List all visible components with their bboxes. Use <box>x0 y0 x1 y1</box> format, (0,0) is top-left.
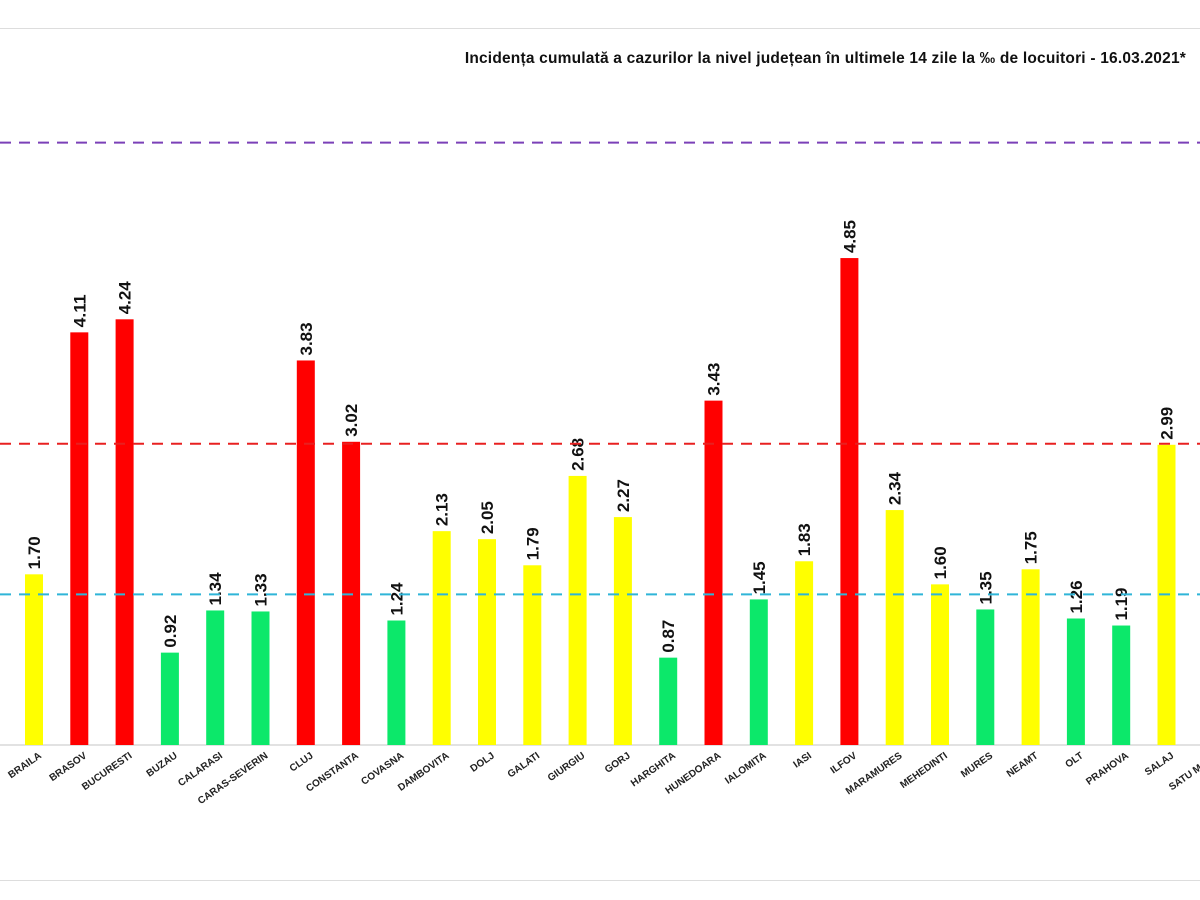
value-label: 3.43 <box>705 363 724 396</box>
bar-hunedoara <box>704 400 723 745</box>
bar-giurgiu <box>568 475 587 745</box>
value-label: 1.60 <box>931 546 950 579</box>
frame-bottom-line <box>0 880 1200 881</box>
value-label: 1.34 <box>206 572 225 606</box>
bar-buzau <box>160 652 179 745</box>
value-label: 1.19 <box>1112 588 1131 621</box>
bar-dambovita <box>432 531 451 745</box>
value-label: 1.70 <box>25 536 44 569</box>
category-label: BRAILA <box>6 750 43 781</box>
category-label: NEAMT <box>1005 750 1040 779</box>
category-label: OLT <box>1064 750 1086 770</box>
value-label: 4.24 <box>116 281 135 315</box>
bar-cluj <box>296 360 315 745</box>
bar-bucuresti <box>115 319 134 745</box>
bar-dolj <box>478 539 496 745</box>
chart-title: Incidența cumulată a cazurilor la nivel … <box>464 50 1186 67</box>
bar-mures <box>976 609 995 745</box>
bar-caras-severin <box>251 611 270 745</box>
bar-olt <box>1066 618 1085 745</box>
bar-iasi <box>795 561 814 745</box>
value-label: 2.27 <box>614 479 633 512</box>
value-label: 2.68 <box>569 438 588 471</box>
category-label: GORJ <box>603 750 633 775</box>
value-label: 2.05 <box>478 501 497 534</box>
bar-harghita <box>659 657 678 745</box>
value-label: 1.35 <box>976 571 995 604</box>
category-label: GIURGIU <box>546 750 587 784</box>
value-label: 4.11 <box>70 294 89 327</box>
value-label: 1.24 <box>387 582 406 616</box>
category-label: ILFOV <box>829 750 860 776</box>
value-label: 1.45 <box>750 561 769 594</box>
value-label: 0.92 <box>161 615 180 648</box>
bar-neamt <box>1021 569 1040 745</box>
bar-braila <box>25 574 43 745</box>
bar-constanta <box>342 441 361 745</box>
category-label: CLUJ <box>288 750 316 774</box>
bar-galati <box>523 565 542 745</box>
category-label: MEHEDINTI <box>898 750 950 791</box>
category-label: GALATI <box>506 750 542 780</box>
value-label: 3.83 <box>297 322 316 355</box>
value-label: 2.34 <box>886 472 905 506</box>
category-label: DAMBOVITA <box>396 750 451 793</box>
category-label: BUZAU <box>145 750 180 779</box>
bar-gorj <box>613 517 632 745</box>
bar-covasna <box>387 620 406 745</box>
value-label: 1.83 <box>795 523 814 556</box>
bar-brasov <box>70 332 89 745</box>
bar-calarasi <box>206 610 225 745</box>
category-label: IASI <box>792 750 814 770</box>
bar-maramures <box>885 510 904 745</box>
category-label: DOLJ <box>469 750 497 774</box>
value-label: 3.02 <box>342 404 361 437</box>
bar-mehedinti <box>931 584 949 745</box>
bar-prahova <box>1112 625 1131 745</box>
bar-ialomita <box>749 599 768 745</box>
category-label: IALOMITA <box>723 750 768 786</box>
value-label: 0.87 <box>659 620 678 653</box>
category-label: SALAJ <box>1143 750 1176 778</box>
category-label: MURES <box>959 750 995 780</box>
value-label: 2.99 <box>1158 407 1177 440</box>
category-label: PRAHOVA <box>1084 750 1131 787</box>
value-label: 1.26 <box>1067 580 1086 613</box>
value-label: 4.85 <box>840 220 859 253</box>
value-label: 1.79 <box>523 527 542 560</box>
value-label: 1.33 <box>252 573 271 606</box>
bar-ilfov <box>840 258 859 745</box>
value-label: 1.75 <box>1022 531 1041 564</box>
category-label: BRASOV <box>48 750 90 784</box>
category-label: BUCURESTI <box>80 750 134 793</box>
value-label: 2.13 <box>433 493 452 526</box>
frame-top-line <box>0 28 1200 29</box>
